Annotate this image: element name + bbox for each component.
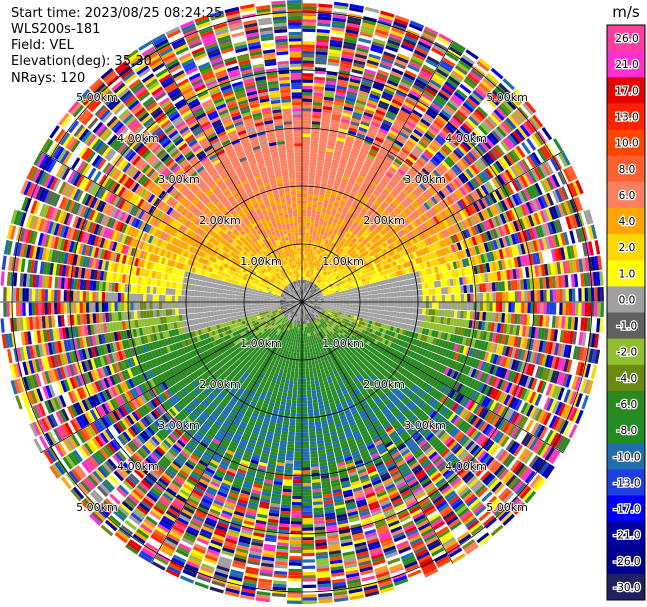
colorbar-swatch: [607, 417, 645, 444]
colorbar-tick-label: -2.0: [617, 347, 638, 359]
colorbar-tick-label: 10.0: [615, 138, 638, 150]
colorbar-tick-label: 8.0: [619, 164, 636, 176]
colorbar-swatch: [607, 260, 645, 287]
colorbar-tick-label: -13.0: [613, 477, 640, 489]
range-label: 2.00km: [199, 214, 241, 227]
colorbar-tick-label: -10.0: [613, 451, 640, 463]
colorbar-swatch: [607, 234, 645, 261]
colorbar-tick-label: 17.0: [615, 85, 638, 97]
colorbar-tick-label: -1.0: [617, 321, 638, 333]
colorbar-tick-label: -30.0: [613, 582, 640, 594]
colorbar-tick-label: 21.0: [615, 59, 638, 71]
ppi-scan-plot: 1.00km 1.00km 1.00km 1.00km 2.00km 2.00km 2.00…: [0, 0, 604, 604]
colorbar-swatch: [607, 155, 645, 183]
colorbar-swatch: [607, 573, 645, 601]
range-label: 1.00km: [322, 255, 364, 268]
range-labels: 1.00km 1.00km 1.00km 1.00km 2.00km 2.00km 2.00…: [75, 90, 528, 515]
colorbar-tick-label: 0.0: [619, 294, 636, 306]
colorbar-tick-label: -26.0: [613, 556, 640, 568]
colorbar-swatch: [607, 547, 645, 575]
colorbar-tick-label: -6.0: [617, 399, 638, 411]
colorbar-swatch: [607, 443, 645, 470]
range-label: 1.00km: [240, 337, 282, 350]
colorbar-swatch: [607, 129, 645, 157]
colorbar-tick-label: 6.0: [619, 190, 636, 202]
colorbar-unit: m/s: [612, 3, 640, 21]
range-label: 5.00km: [486, 91, 528, 104]
colorbar-swatch: [607, 207, 645, 235]
range-label: 1.00km: [322, 337, 364, 350]
colorbar-tick-label: 26.0: [615, 33, 638, 45]
range-label: 4.00km: [117, 460, 159, 473]
range-label: 4.00km: [445, 132, 487, 145]
range-label: 3.00km: [158, 419, 200, 432]
range-label: 4.00km: [117, 132, 159, 145]
azimuth-line: [40, 150, 564, 454]
colorbar-tick-label: -21.0: [613, 530, 640, 542]
colorbar-swatch: [607, 51, 645, 78]
range-label: 3.00km: [404, 419, 446, 432]
colorbar-tick-label: 1.0: [619, 268, 636, 280]
nrays-label: NRays: 120: [11, 71, 86, 86]
range-label: 1.00km: [240, 255, 282, 268]
range-label: 5.00km: [486, 501, 528, 514]
range-grid: [0, 0, 604, 604]
range-label: 2.00km: [363, 214, 405, 227]
colorbar-swatch: [607, 77, 645, 104]
range-label: 2.00km: [199, 378, 241, 391]
colorbar-swatch: [607, 181, 645, 209]
colorbar-swatch: [607, 25, 645, 52]
velocity-colorbar: m/s 26.0 21.0 17.0 13.0 10.0 8.0 6.0 4.0 2.0 1.0 0.…: [606, 3, 646, 601]
colorbar-swatch: [607, 469, 645, 496]
colorbar-tick-label: -17.0: [613, 504, 640, 516]
colorbar-swatch: [607, 364, 645, 392]
instrument-label: WLS200s-181: [11, 22, 101, 37]
colorbar-tick-label: 2.0: [619, 242, 636, 254]
colorbar-tick-label: -8.0: [617, 425, 638, 437]
range-label: 2.00km: [363, 378, 405, 391]
range-label: 5.00km: [76, 501, 118, 514]
range-label: 3.00km: [158, 173, 200, 186]
start-time-label: Start time: 2023/08/25 08:24:25: [11, 6, 223, 21]
colorbar-swatch: [607, 390, 645, 418]
colorbar-swatch: [607, 312, 645, 340]
colorbar-swatch: [607, 286, 645, 313]
colorbar-tick-label: 4.0: [619, 216, 636, 228]
velocity-gates: [0, 0, 604, 604]
colorbar-swatch: [607, 338, 645, 366]
colorbar-swatch: [607, 495, 645, 523]
elevation-label: Elevation(deg): 35.30: [11, 54, 152, 69]
colorbar-tick-label: 13.0: [615, 111, 638, 123]
range-label: 3.00km: [404, 173, 446, 186]
colorbar-swatch: [607, 521, 645, 549]
range-label: 4.00km: [445, 460, 487, 473]
range-label: 5.00km: [76, 91, 118, 104]
colorbar-swatch: [607, 103, 645, 131]
field-label: Field: VEL: [11, 38, 74, 53]
colorbar-tick-label: -4.0: [617, 373, 638, 385]
